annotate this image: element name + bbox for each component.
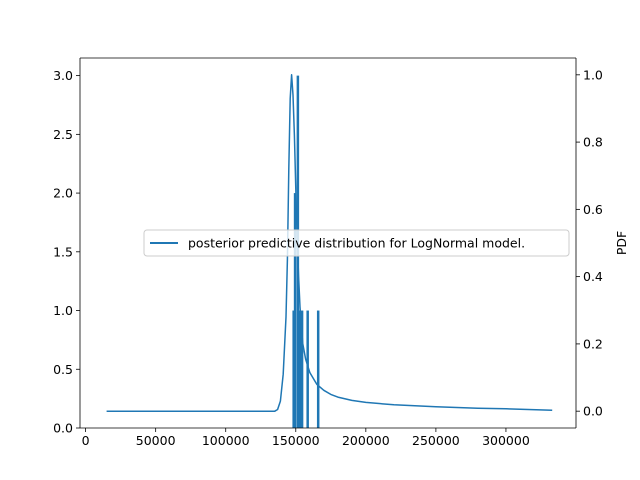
x-tick-label: 300000 [482,433,530,448]
right-y-tick-label: 0.4 [583,269,603,284]
legend-label: posterior predictive distribution for Lo… [188,236,525,251]
right-y-tick-label: 0.2 [583,336,603,351]
x-tick-label: 50000 [136,433,176,448]
right-y-tick-label: 0.8 [583,135,603,150]
x-tick-label: 100000 [202,433,250,448]
x-tick-label: 250000 [412,433,460,448]
right-y-tick-label: 0.0 [583,404,603,419]
left-y-tick-label: 3.0 [53,68,73,83]
left-y-tick-label: 1.0 [53,303,73,318]
right-y-axis-ticks: 0.0 0.2 0.4 0.6 0.8 1.0 [576,67,603,419]
line-layer [106,74,553,412]
left-y-axis-ticks: 0.0 0.5 1.0 1.5 2.0 2.5 3.0 [53,68,80,436]
x-tick-label: 0 [82,433,90,448]
legend-box [143,229,570,257]
left-y-tick-label: 2.5 [53,127,73,142]
series-line-lognormal [106,74,553,412]
left-y-tick-label: 0.5 [53,362,73,377]
left-y-tick-label: 0.0 [53,421,73,436]
frame-layer [79,57,577,429]
right-y-axis-label: PDF [614,231,629,255]
right-y-tick-label: 0.6 [583,202,603,217]
bar-5 [306,310,309,428]
bar-4 [300,310,304,428]
x-axis-ticks: 0 50000 100000 150000 200000 250000 300000 [82,428,530,448]
bar-3 [298,310,302,428]
bar-1 [293,193,297,428]
x-tick-label: 150000 [272,433,320,448]
x-tick-label: 200000 [342,433,390,448]
bar-0 [292,310,295,428]
left-y-tick-label: 2.0 [53,186,73,201]
bar-6 [316,310,320,428]
left-y-tick-label: 1.5 [53,244,73,259]
right-y-tick-label: 1.0 [583,67,603,82]
legend: posterior predictive distribution for Lo… [143,229,570,257]
